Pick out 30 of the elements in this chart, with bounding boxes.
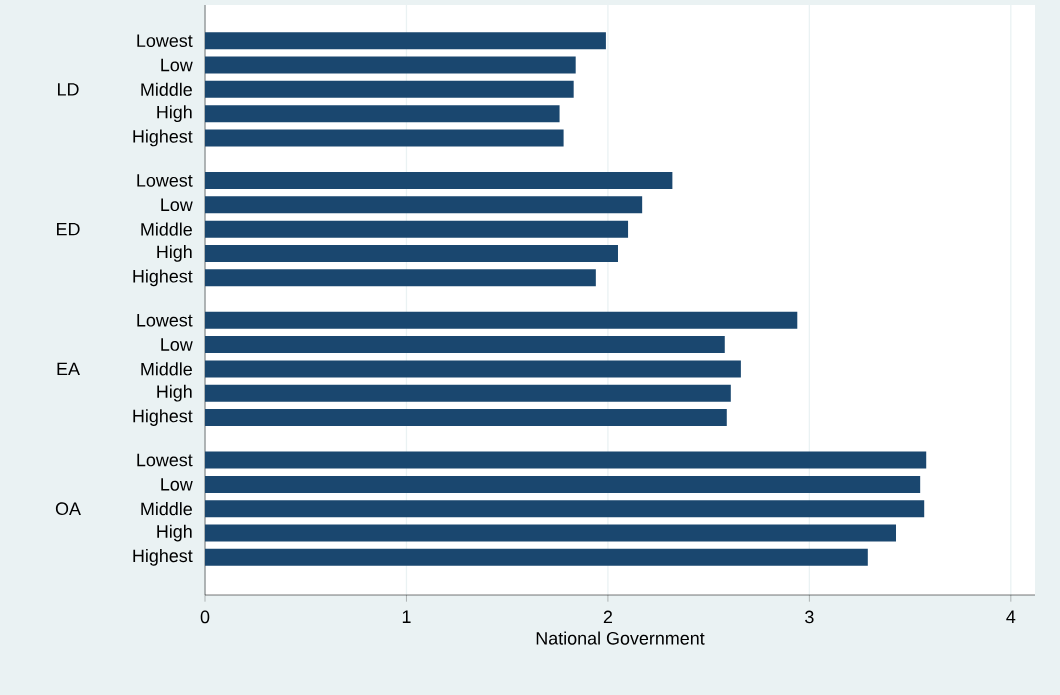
y-tick-label: Low bbox=[161, 198, 193, 212]
x-tick-label: 0 bbox=[200, 610, 210, 624]
y-tick-label: Highest bbox=[133, 269, 193, 287]
y-tick-label: Low bbox=[161, 338, 193, 351]
y-tick-label: Highest bbox=[133, 129, 193, 147]
y-tick-label: Middle bbox=[141, 82, 192, 96]
y-tick-label: Highest bbox=[133, 409, 193, 426]
y-tick-label: Lowest bbox=[137, 314, 193, 327]
y-tick-label: Low bbox=[161, 58, 193, 72]
x-tick-label: 2 bbox=[603, 610, 613, 624]
text: EA bbox=[57, 362, 80, 376]
y-tick-label: High bbox=[157, 524, 192, 542]
text: ED bbox=[57, 222, 80, 236]
y-tick-label: Highest bbox=[133, 548, 193, 566]
y-tick-label: Lowest bbox=[137, 34, 193, 47]
y-tick-label: High bbox=[157, 105, 192, 123]
y-tick-label: Middle bbox=[141, 222, 192, 236]
y-tick-label: High bbox=[157, 384, 192, 402]
text: LD bbox=[58, 83, 79, 96]
y-tick-label: Low bbox=[161, 478, 193, 491]
text: OA bbox=[55, 502, 81, 516]
x-tick-label: 3 bbox=[805, 610, 814, 624]
x-axis-title: National Government bbox=[536, 631, 705, 645]
y-tick-label: Lowest bbox=[137, 453, 193, 467]
x-tick-label: 1 bbox=[402, 610, 411, 623]
y-tick-label: Lowest bbox=[137, 174, 193, 187]
y-tick-label: Middle bbox=[141, 502, 192, 516]
x-tick-label: 4 bbox=[1006, 610, 1016, 623]
y-tick-label: High bbox=[157, 245, 192, 262]
y-tick-label: Middle bbox=[141, 362, 192, 376]
